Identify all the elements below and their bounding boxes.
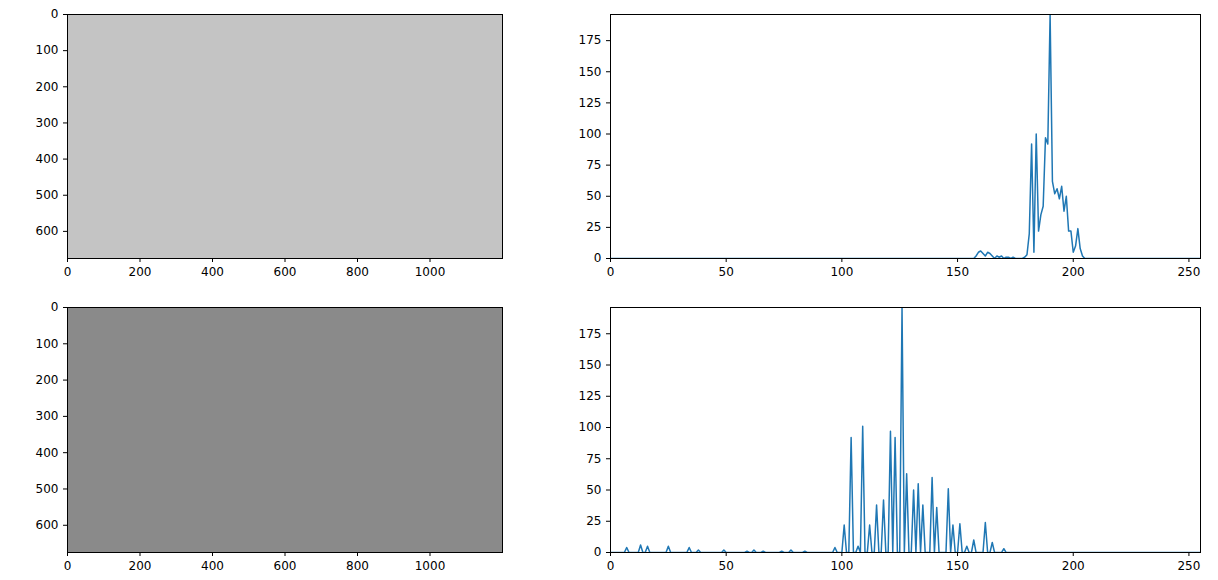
svg-text:125: 125 <box>579 389 602 403</box>
svg-text:150: 150 <box>579 358 602 372</box>
svg-text:200: 200 <box>129 265 152 279</box>
svg-text:150: 150 <box>579 65 602 79</box>
svg-text:100: 100 <box>579 127 602 141</box>
svg-text:100: 100 <box>579 420 602 434</box>
svg-text:600: 600 <box>36 224 59 238</box>
svg-text:100: 100 <box>36 43 59 57</box>
svg-text:800: 800 <box>346 265 369 279</box>
svg-text:0: 0 <box>607 559 615 573</box>
svg-text:250: 250 <box>1177 559 1200 573</box>
svg-text:400: 400 <box>201 265 224 279</box>
svg-text:800: 800 <box>346 559 369 573</box>
svg-text:75: 75 <box>586 452 601 466</box>
svg-text:600: 600 <box>274 559 297 573</box>
svg-text:125: 125 <box>579 96 602 110</box>
svg-text:600: 600 <box>274 265 297 279</box>
svg-text:0: 0 <box>64 265 72 279</box>
svg-text:25: 25 <box>586 220 601 234</box>
svg-text:0: 0 <box>607 265 615 279</box>
svg-text:0: 0 <box>51 7 59 21</box>
svg-text:50: 50 <box>586 189 601 203</box>
svg-text:250: 250 <box>1177 265 1200 279</box>
svg-text:400: 400 <box>36 446 59 460</box>
svg-text:300: 300 <box>36 116 59 130</box>
svg-text:0: 0 <box>64 559 72 573</box>
svg-text:50: 50 <box>586 483 601 497</box>
svg-text:200: 200 <box>1062 265 1085 279</box>
svg-text:1000: 1000 <box>415 265 446 279</box>
svg-text:200: 200 <box>36 80 59 94</box>
svg-text:600: 600 <box>36 518 59 532</box>
svg-text:400: 400 <box>36 152 59 166</box>
svg-text:1000: 1000 <box>415 559 446 573</box>
svg-text:200: 200 <box>1062 559 1085 573</box>
svg-text:100: 100 <box>830 559 853 573</box>
svg-text:200: 200 <box>36 373 59 387</box>
svg-text:400: 400 <box>201 559 224 573</box>
svg-text:50: 50 <box>719 265 734 279</box>
svg-text:500: 500 <box>36 188 59 202</box>
svg-text:25: 25 <box>586 514 601 528</box>
svg-text:100: 100 <box>830 265 853 279</box>
svg-text:150: 150 <box>946 559 969 573</box>
svg-text:150: 150 <box>946 265 969 279</box>
svg-text:100: 100 <box>36 337 59 351</box>
svg-text:75: 75 <box>586 158 601 172</box>
svg-text:0: 0 <box>594 251 602 265</box>
svg-text:0: 0 <box>594 545 602 559</box>
svg-text:175: 175 <box>579 33 602 47</box>
svg-text:50: 50 <box>719 559 734 573</box>
svg-text:0: 0 <box>51 300 59 314</box>
svg-text:300: 300 <box>36 409 59 423</box>
svg-text:175: 175 <box>579 327 602 341</box>
svg-text:200: 200 <box>129 559 152 573</box>
svg-text:500: 500 <box>36 482 59 496</box>
